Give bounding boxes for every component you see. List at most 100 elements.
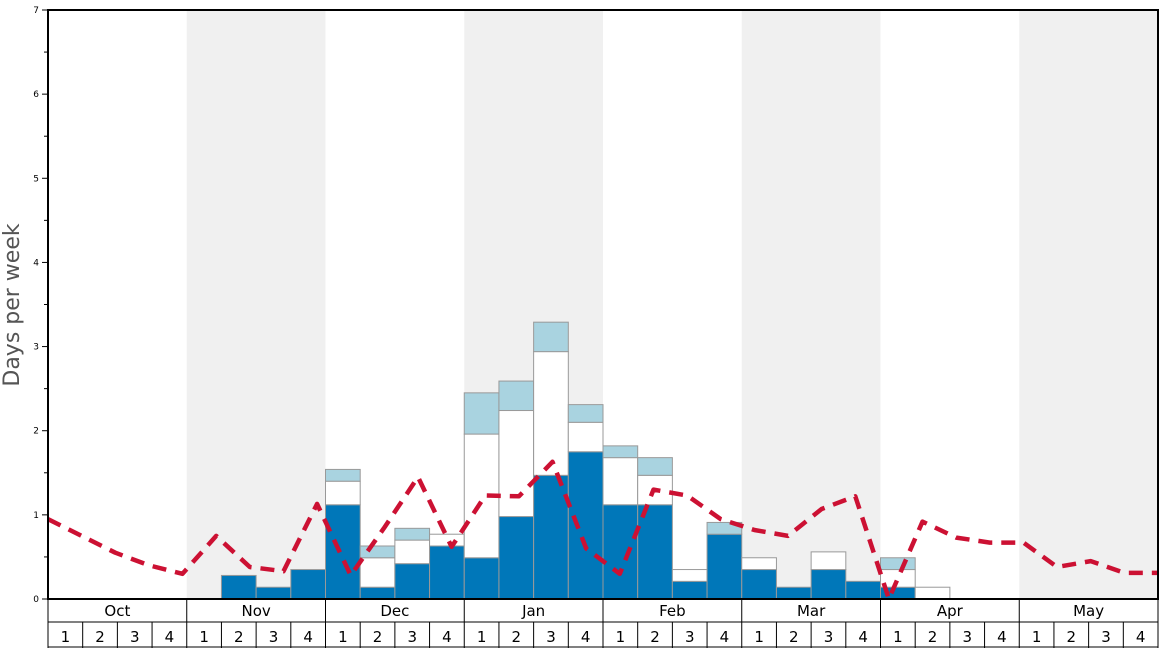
month-label: Nov: [241, 602, 270, 620]
bar-segment: [359, 586, 396, 600]
bar-segment: [741, 557, 777, 571]
week-label: 1: [1032, 628, 1042, 646]
bar-segment: [533, 474, 569, 600]
week-label: 1: [893, 628, 903, 646]
week-label: 4: [858, 628, 868, 646]
month-band: [741, 10, 881, 599]
week-label: 1: [477, 628, 487, 646]
week-label: 2: [95, 628, 105, 646]
week-label: 3: [962, 628, 972, 646]
bar-segment: [463, 392, 500, 435]
bar-segment: [498, 380, 535, 412]
bar-segment: [602, 457, 639, 506]
week-label: 2: [373, 628, 383, 646]
week-label: 2: [789, 628, 799, 646]
week-label: 4: [1136, 628, 1146, 646]
bar-segment: [567, 451, 604, 600]
bar-segment: [706, 521, 743, 535]
y-tick-label: 2: [33, 427, 39, 437]
month-label: May: [1073, 602, 1104, 620]
week-label: 3: [269, 628, 279, 646]
bar-segment: [429, 545, 465, 600]
average-line-layer: [46, 459, 1158, 602]
bar-segment: [533, 321, 569, 353]
bar-segment: [637, 504, 673, 600]
bar-segment: [463, 557, 500, 600]
y-tick-label: 5: [33, 174, 39, 184]
bar-segment: [533, 351, 569, 476]
week-label: 3: [407, 628, 417, 646]
bar-segment: [498, 410, 535, 518]
y-tick-label: 3: [33, 343, 39, 353]
week-label: 2: [234, 628, 244, 646]
bar-segment: [602, 504, 639, 600]
bar-segment: [845, 580, 881, 600]
week-label: 4: [442, 628, 452, 646]
bar-segment: [325, 468, 361, 482]
week-label: 4: [303, 628, 313, 646]
bar-segment: [706, 533, 743, 600]
week-label: 1: [199, 628, 209, 646]
month-label: Dec: [380, 602, 409, 620]
bar-segment: [220, 574, 257, 600]
week-label: 2: [928, 628, 938, 646]
bar-segment: [325, 480, 361, 506]
bar-segment: [394, 527, 431, 541]
week-label: 4: [165, 628, 175, 646]
bar-segment: [671, 569, 708, 582]
week-label: 3: [685, 628, 695, 646]
week-label: 3: [824, 628, 834, 646]
plot-frame: [47, 9, 1159, 600]
week-label: 2: [1067, 628, 1077, 646]
y-tick-label: 4: [33, 258, 39, 268]
month-label: Apr: [937, 602, 964, 620]
y-axis-label: Days per week: [0, 223, 25, 386]
bar-segment: [810, 569, 847, 600]
bar-segment: [775, 586, 812, 600]
bar-segment: [810, 551, 847, 571]
bar-segment: [671, 580, 708, 600]
week-label: 3: [1101, 628, 1111, 646]
week-label: 4: [997, 628, 1007, 646]
month-band: [1019, 10, 1158, 599]
week-label: 2: [512, 628, 522, 646]
y-tick-label: 0: [33, 595, 39, 605]
week-label: 3: [546, 628, 556, 646]
x-axis: Oct Nov Dec Jan Feb Mar Apr May 1 2 3 4 1 2 3 4 1 2 3 4 1 2 3 4…: [47, 599, 1159, 648]
average-line: [46, 459, 1158, 602]
week-label: 3: [130, 628, 140, 646]
month-label: Feb: [659, 602, 686, 620]
bar-segment: [880, 557, 916, 571]
week-label: 1: [754, 628, 764, 646]
y-axis: 0 1 2 3 4 5 6 7: [33, 6, 48, 605]
bar-segment: [914, 586, 951, 600]
week-label: 1: [61, 628, 71, 646]
week-label: 1: [338, 628, 348, 646]
bar-segment: [637, 457, 673, 476]
bar-segment: [567, 404, 604, 423]
week-label: 1: [616, 628, 626, 646]
bar-segment: [325, 504, 361, 600]
bar-segment: [359, 545, 396, 559]
bar-segment: [290, 569, 326, 600]
bar-segment: [394, 563, 431, 600]
month-label: Oct: [104, 602, 130, 620]
week-label: 2: [650, 628, 660, 646]
month-label: Mar: [797, 602, 826, 620]
month-band: [186, 10, 326, 599]
bar-segment: [255, 586, 292, 600]
week-label: 4: [720, 628, 730, 646]
bar-segment: [394, 539, 431, 565]
bar-segment: [602, 445, 639, 459]
y-tick-label: 1: [33, 511, 39, 521]
week-label: 4: [581, 628, 591, 646]
y-tick-label: 6: [33, 90, 39, 100]
month-shade-bands: [186, 10, 1158, 599]
month-label: Jan: [521, 602, 545, 620]
bar-segment: [429, 533, 465, 547]
bar-segment: [741, 569, 777, 600]
bar-segment: [567, 421, 604, 453]
bar-segment: [498, 516, 535, 600]
y-tick-label: 7: [33, 6, 39, 16]
